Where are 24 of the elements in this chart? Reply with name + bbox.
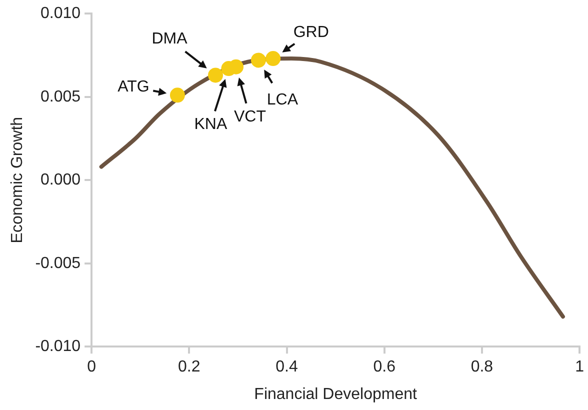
y-tick-label: -0.010: [35, 338, 81, 356]
y-tick-label: -0.005: [35, 254, 81, 272]
line-series: [99, 56, 565, 319]
annotation: KNA: [194, 116, 228, 133]
annotation: ATG: [118, 78, 150, 96]
annotation: DMA: [152, 30, 188, 48]
x-tick-label: 0.2: [178, 358, 200, 376]
y-tick-label: 0.005: [40, 88, 81, 106]
y-tick-label: 0.010: [40, 5, 81, 22]
point: [170, 88, 185, 103]
x-axis-title: Financial Development: [254, 386, 418, 403]
point: [266, 51, 281, 66]
x-tick-label: 0.8: [470, 358, 494, 376]
x-tick-label: 0: [87, 358, 96, 376]
x-tick-label: 0.4: [276, 358, 298, 376]
point: [208, 68, 224, 83]
annotation: VCT: [234, 108, 266, 126]
y-axis-title: Economic Growth: [9, 116, 26, 244]
annotation: GRD: [293, 24, 329, 41]
point: [250, 52, 266, 68]
y-tick-label: 0.000: [40, 172, 81, 189]
x-tick-label: 0.6: [373, 358, 396, 376]
x-tick-label: 1: [575, 358, 584, 376]
annotation: LCA: [266, 92, 298, 109]
